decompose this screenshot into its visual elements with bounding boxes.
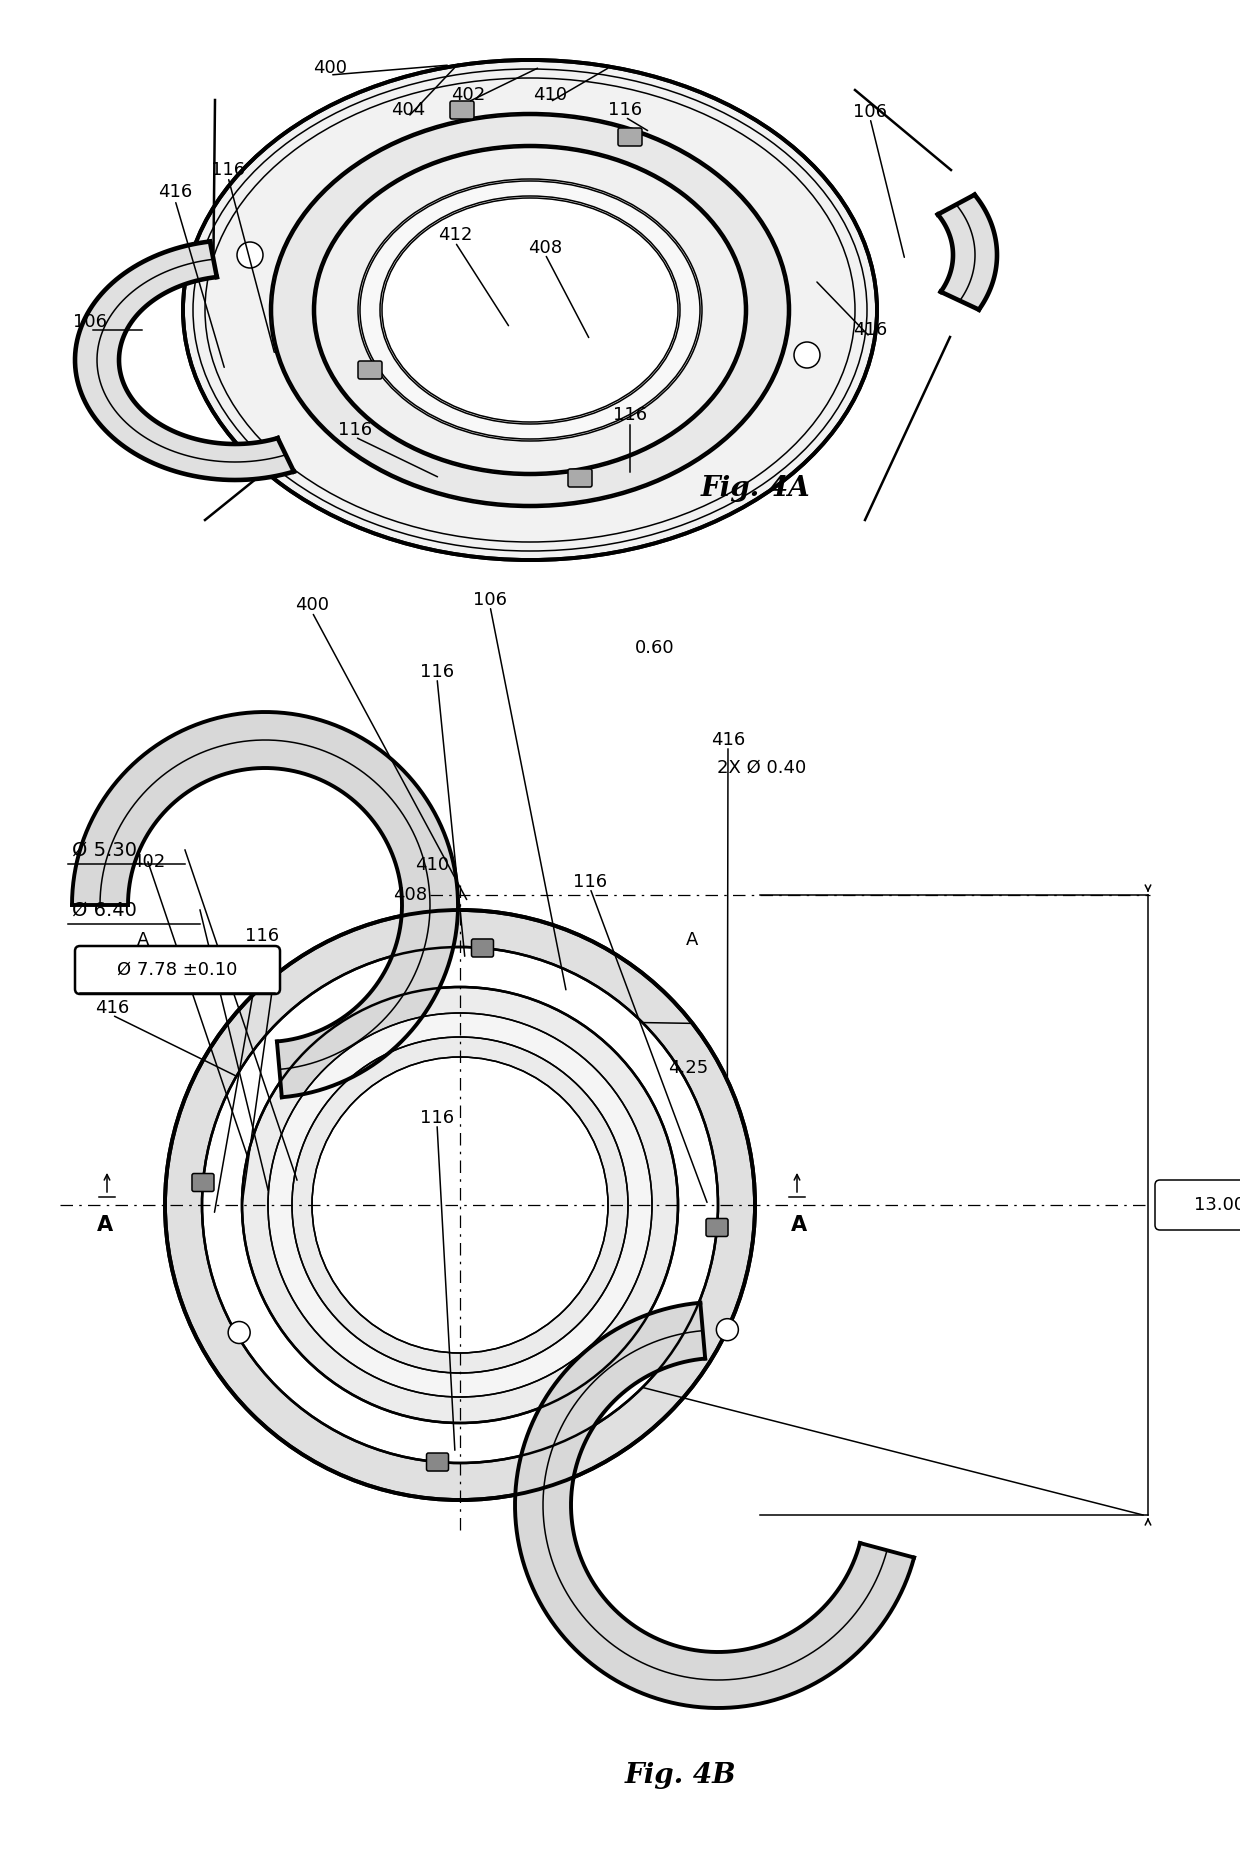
FancyBboxPatch shape xyxy=(1154,1179,1240,1229)
Text: 412: 412 xyxy=(438,227,472,244)
Text: 116: 116 xyxy=(420,1109,454,1127)
Text: 106: 106 xyxy=(472,591,507,608)
Text: 116: 116 xyxy=(420,662,454,681)
Text: 408: 408 xyxy=(528,238,562,257)
Text: 416: 416 xyxy=(853,322,887,339)
Ellipse shape xyxy=(315,147,745,472)
Polygon shape xyxy=(72,712,458,1097)
Text: 116: 116 xyxy=(339,420,372,439)
Text: A: A xyxy=(136,932,149,949)
Text: 0.60: 0.60 xyxy=(635,640,675,657)
Text: 106: 106 xyxy=(73,312,107,331)
Ellipse shape xyxy=(242,988,678,1423)
Text: A: A xyxy=(686,932,698,949)
Ellipse shape xyxy=(268,1014,652,1397)
Text: 400: 400 xyxy=(295,595,329,614)
FancyBboxPatch shape xyxy=(427,1453,449,1471)
Polygon shape xyxy=(76,242,294,480)
FancyBboxPatch shape xyxy=(358,361,382,379)
Text: 410: 410 xyxy=(533,86,567,104)
Text: 116: 116 xyxy=(211,162,246,179)
Text: A: A xyxy=(791,1215,807,1235)
FancyBboxPatch shape xyxy=(706,1218,728,1237)
Ellipse shape xyxy=(165,910,755,1499)
Text: 116: 116 xyxy=(573,872,608,891)
Circle shape xyxy=(717,1319,738,1341)
Ellipse shape xyxy=(312,1056,608,1352)
Text: Ø 7.78 ±0.10: Ø 7.78 ±0.10 xyxy=(118,962,238,978)
Text: Fig. 4B: Fig. 4B xyxy=(624,1761,735,1789)
Ellipse shape xyxy=(382,197,678,422)
FancyBboxPatch shape xyxy=(618,128,642,145)
Text: 408: 408 xyxy=(393,885,427,904)
Text: Fig. 4A: Fig. 4A xyxy=(701,474,810,502)
Text: 416: 416 xyxy=(157,182,192,201)
Ellipse shape xyxy=(272,115,787,506)
Text: 116: 116 xyxy=(613,405,647,424)
Text: 416: 416 xyxy=(95,999,129,1017)
Text: 106: 106 xyxy=(853,102,887,121)
Polygon shape xyxy=(515,1302,914,1707)
Text: 400: 400 xyxy=(312,60,347,76)
FancyBboxPatch shape xyxy=(192,1174,215,1192)
Text: 4.25: 4.25 xyxy=(668,1058,708,1077)
Circle shape xyxy=(237,242,263,268)
Text: 404: 404 xyxy=(391,100,425,119)
Text: Ø 5.30: Ø 5.30 xyxy=(72,841,136,859)
Text: 116: 116 xyxy=(608,100,642,119)
Text: 416: 416 xyxy=(711,731,745,750)
Polygon shape xyxy=(937,195,997,309)
FancyBboxPatch shape xyxy=(450,100,474,119)
Text: Ø 6.40: Ø 6.40 xyxy=(72,900,136,919)
Text: 402: 402 xyxy=(131,854,165,870)
Ellipse shape xyxy=(202,947,718,1464)
Text: 13.00 ±0.20: 13.00 ±0.20 xyxy=(1194,1196,1240,1215)
Ellipse shape xyxy=(360,180,701,439)
Text: A: A xyxy=(97,1215,113,1235)
Ellipse shape xyxy=(184,60,877,560)
FancyBboxPatch shape xyxy=(471,939,494,958)
Text: 402: 402 xyxy=(451,86,485,104)
FancyBboxPatch shape xyxy=(74,947,280,993)
Ellipse shape xyxy=(291,1038,627,1373)
Text: 116: 116 xyxy=(246,926,279,945)
Circle shape xyxy=(794,342,820,368)
Text: 2X Ø 0.40: 2X Ø 0.40 xyxy=(718,759,807,777)
Text: 410: 410 xyxy=(415,856,449,874)
Circle shape xyxy=(228,1321,250,1343)
FancyBboxPatch shape xyxy=(568,469,591,487)
